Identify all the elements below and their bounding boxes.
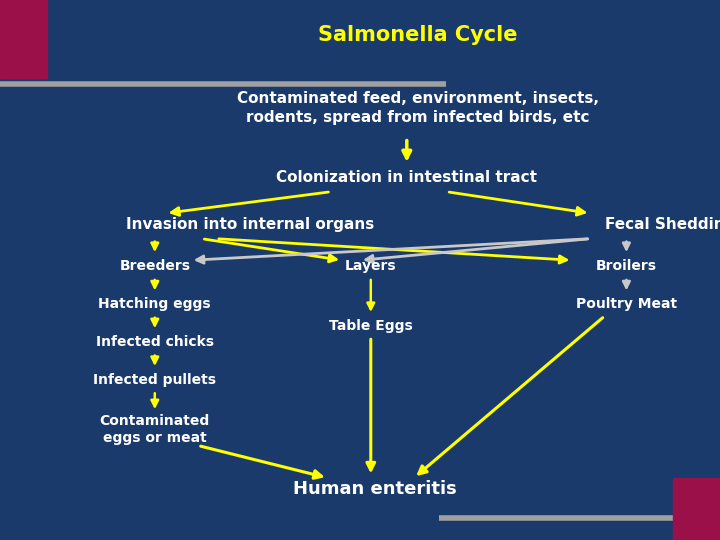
Text: Invasion into internal organs: Invasion into internal organs <box>126 217 374 232</box>
Text: Contaminated
eggs or meat: Contaminated eggs or meat <box>99 414 210 445</box>
Text: Table Eggs: Table Eggs <box>329 319 413 333</box>
Text: Infected chicks: Infected chicks <box>96 335 214 349</box>
Text: Contaminated feed, environment, insects,
rodents, spread from infected birds, et: Contaminated feed, environment, insects,… <box>237 91 598 125</box>
Text: Layers: Layers <box>345 259 397 273</box>
Bar <box>673 478 720 540</box>
Bar <box>0 0 47 78</box>
Text: Breeders: Breeders <box>120 259 190 273</box>
Text: Fecal Shedding: Fecal Shedding <box>605 217 720 232</box>
Text: Hatching eggs: Hatching eggs <box>99 297 211 311</box>
Text: Colonization in intestinal tract: Colonization in intestinal tract <box>276 170 537 185</box>
Text: Poultry Meat: Poultry Meat <box>576 297 677 311</box>
Text: Broilers: Broilers <box>596 259 657 273</box>
Text: Infected pullets: Infected pullets <box>94 373 216 387</box>
Text: Human enteritis: Human enteritis <box>292 480 456 498</box>
Text: Salmonella Cycle: Salmonella Cycle <box>318 25 518 45</box>
